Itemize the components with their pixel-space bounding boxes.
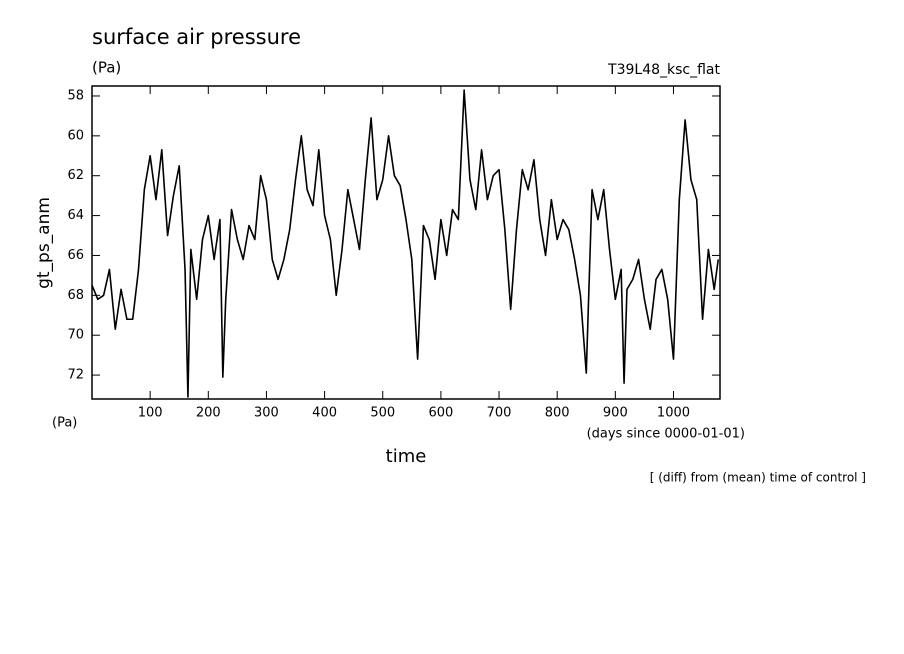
chart-title: surface air pressure (92, 25, 301, 49)
x-tick-label: 200 (196, 406, 221, 421)
x-tick-label: 700 (487, 406, 512, 421)
y-axis-label: gt_ps_anm (34, 197, 54, 289)
experiment-label: T39L48_ksc_flat (607, 62, 720, 78)
x-tick-label: 500 (370, 406, 395, 421)
y-tick-label: 58 (67, 88, 84, 103)
y-tick-label: 64 (67, 208, 84, 223)
plot-frame (91, 85, 721, 400)
y-tick-label: 60 (67, 128, 84, 143)
x-tick-label: 600 (428, 406, 453, 421)
x-tick-label: 900 (603, 406, 628, 421)
note: [ (diff) from (mean) time of control ] (650, 471, 866, 485)
x-tick-label: 100 (138, 406, 163, 421)
y-tick-label: 62 (67, 168, 84, 183)
x-units-label: (days since 0000-01-01) (587, 427, 745, 442)
x-tick-label: 1000 (657, 406, 690, 421)
data-line (91, 89, 720, 398)
units-label: (Pa) (52, 416, 77, 431)
x-axis-label: time (386, 446, 427, 467)
units-label: (Pa) (92, 59, 121, 77)
x-tick-label: 300 (254, 406, 279, 421)
y-tick-label: 66 (67, 248, 84, 263)
x-tick-label: 400 (312, 406, 337, 421)
y-tick-label: 70 (67, 328, 84, 343)
y-tick-label: 72 (67, 368, 84, 383)
y-tick-label: 68 (67, 288, 84, 303)
x-tick-label: 800 (545, 406, 570, 421)
